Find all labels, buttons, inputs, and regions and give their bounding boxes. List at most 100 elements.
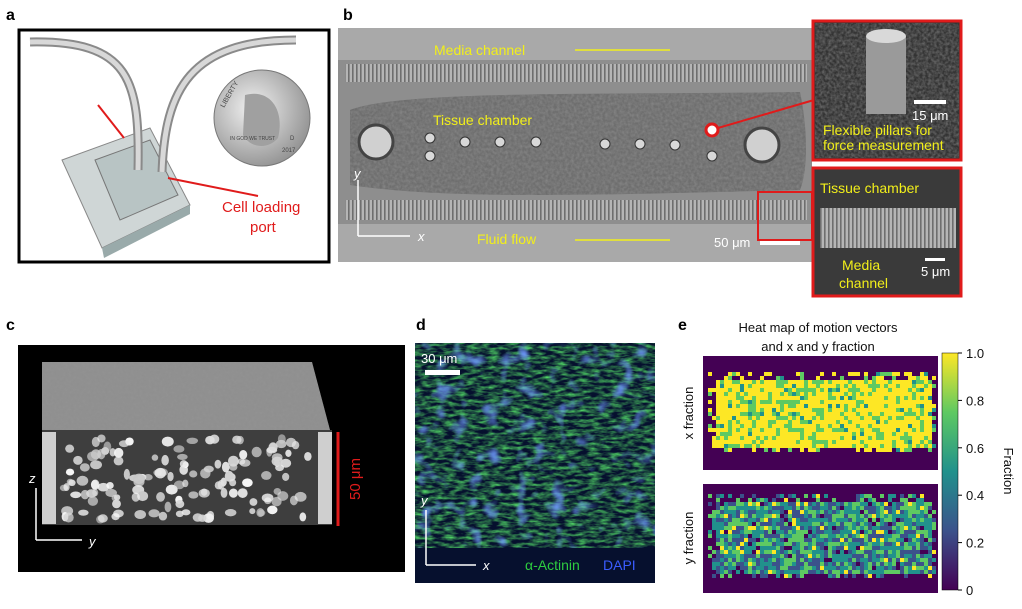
cell bbox=[736, 380, 740, 384]
cell bbox=[796, 526, 800, 530]
cell bbox=[920, 514, 924, 518]
cell bbox=[892, 432, 896, 436]
cell bbox=[896, 408, 900, 412]
cell bbox=[752, 444, 756, 448]
caption: channel bbox=[839, 275, 888, 291]
cell bbox=[716, 550, 720, 554]
cell bbox=[804, 530, 808, 534]
cell bbox=[900, 546, 904, 550]
cell bbox=[736, 510, 740, 514]
cell bbox=[708, 388, 712, 392]
cell bbox=[748, 566, 752, 570]
cell bbox=[920, 518, 924, 522]
cell bbox=[804, 534, 808, 538]
cell bbox=[796, 570, 800, 574]
cell bbox=[820, 412, 824, 416]
cell bbox=[824, 432, 828, 436]
cell bbox=[768, 400, 772, 404]
cell bbox=[804, 562, 808, 566]
cell bbox=[888, 384, 892, 388]
cell bbox=[736, 404, 740, 408]
cell bbox=[812, 404, 816, 408]
cell bbox=[920, 562, 924, 566]
cell bbox=[896, 550, 900, 554]
cell bbox=[880, 494, 884, 498]
cell bbox=[860, 388, 864, 392]
cell bbox=[784, 416, 788, 420]
cell bbox=[860, 392, 864, 396]
cell bbox=[824, 506, 828, 510]
cell bbox=[756, 550, 760, 554]
cell bbox=[764, 372, 768, 376]
cell bbox=[920, 570, 924, 574]
cell bbox=[864, 424, 868, 428]
cell bbox=[900, 400, 904, 404]
cell bbox=[840, 534, 844, 538]
cell bbox=[928, 502, 932, 506]
cell bbox=[728, 388, 732, 392]
cell bbox=[716, 384, 720, 388]
cell bbox=[796, 408, 800, 412]
cell bbox=[872, 392, 876, 396]
cell bbox=[740, 384, 744, 388]
cell bbox=[820, 570, 824, 574]
cell bbox=[740, 506, 744, 510]
cell bbox=[904, 554, 908, 558]
cell bbox=[728, 408, 732, 412]
cell bbox=[924, 514, 928, 518]
cell bbox=[780, 570, 784, 574]
cell bbox=[768, 388, 772, 392]
cell bbox=[812, 502, 816, 506]
cell bbox=[852, 424, 856, 428]
cell bbox=[860, 506, 864, 510]
cell bbox=[824, 494, 828, 498]
cell bbox=[888, 534, 892, 538]
cell bbox=[880, 388, 884, 392]
nucleus bbox=[87, 496, 99, 506]
cell bbox=[908, 436, 912, 440]
cell bbox=[876, 424, 880, 428]
cell bbox=[780, 396, 784, 400]
scale-bar-label: 30 μm bbox=[421, 351, 457, 366]
cell bbox=[872, 526, 876, 530]
cell bbox=[764, 424, 768, 428]
cell bbox=[720, 518, 724, 522]
cell bbox=[772, 412, 776, 416]
cell bbox=[804, 498, 808, 502]
cell bbox=[908, 420, 912, 424]
cell bbox=[900, 522, 904, 526]
cell bbox=[888, 562, 892, 566]
cell bbox=[756, 444, 760, 448]
cell bbox=[888, 372, 892, 376]
cell bbox=[808, 534, 812, 538]
cell bbox=[864, 506, 868, 510]
cell bbox=[788, 494, 792, 498]
cell bbox=[836, 400, 840, 404]
cell bbox=[724, 436, 728, 440]
cell bbox=[892, 542, 896, 546]
cell bbox=[928, 408, 932, 412]
cell bbox=[812, 388, 816, 392]
cell bbox=[800, 412, 804, 416]
cell bbox=[836, 444, 840, 448]
cell bbox=[760, 566, 764, 570]
cell bbox=[836, 384, 840, 388]
nucleus bbox=[63, 512, 74, 523]
cell bbox=[792, 408, 796, 412]
cell bbox=[812, 538, 816, 542]
cell bbox=[732, 408, 736, 412]
cell bbox=[908, 534, 912, 538]
cell bbox=[932, 538, 936, 542]
cell bbox=[788, 432, 792, 436]
cell bbox=[868, 522, 872, 526]
cell bbox=[812, 562, 816, 566]
cell bbox=[748, 530, 752, 534]
cell bbox=[792, 384, 796, 388]
cell bbox=[876, 416, 880, 420]
cell bbox=[924, 416, 928, 420]
cell bbox=[744, 384, 748, 388]
cell bbox=[836, 526, 840, 530]
nucleus bbox=[181, 509, 191, 516]
cell bbox=[932, 404, 936, 408]
cell bbox=[884, 558, 888, 562]
